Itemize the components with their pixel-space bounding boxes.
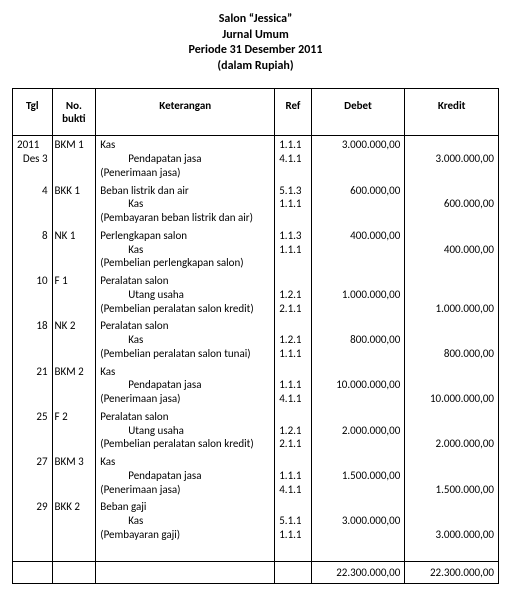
cell-debet: 1.500.000,00 xyxy=(311,453,405,498)
cell-tgl: 2011Des 3 xyxy=(13,136,53,182)
cell-debet: 400.000,00 xyxy=(311,227,405,272)
cell-debet: 800.000,00 xyxy=(311,317,405,362)
cell-bukti: F 2 xyxy=(52,408,96,453)
col-ref: Ref xyxy=(275,89,311,136)
cell-keterangan: Peralatan salonKas(Pembelian peralatan s… xyxy=(96,317,275,362)
cell-debet: 3.000.000,00 xyxy=(311,136,405,182)
totals-row: 22.300.000,00 22.300.000,00 xyxy=(13,561,499,583)
cell-ref: 1.1.14.1.1 xyxy=(275,453,311,498)
cell-debet: 2.000.000,00 xyxy=(311,408,405,453)
cell-debet: 3.000.000,00 xyxy=(311,498,405,543)
col-kredit: Kredit xyxy=(405,89,499,136)
col-bukti: No. bukti xyxy=(52,89,96,136)
cell-kredit: 800.000,00 xyxy=(405,317,499,362)
document-header: Salon “Jessica” Jurnal Umum Periode 31 D… xyxy=(12,12,499,74)
cell-tgl: 29 xyxy=(13,498,53,543)
cell-kredit: 10.000.000,00 xyxy=(405,363,499,408)
header-line-3: Periode 31 Desember 2011 xyxy=(12,43,499,59)
cell-tgl: 18 xyxy=(13,317,53,362)
col-keterangan: Keterangan xyxy=(96,89,275,136)
table-header-row: Tgl No. bukti Keterangan Ref Debet Kredi… xyxy=(13,89,499,136)
journal-body: 2011Des 3BKM 1KasPendapatan jasa(Penerim… xyxy=(13,136,499,561)
journal-entry: 29BKK 2Beban gajiKas(Pembayaran gaji) 5.… xyxy=(13,498,499,543)
cell-keterangan: Beban listrik dan airKas(Pembayaran beba… xyxy=(96,182,275,227)
cell-tgl: 21 xyxy=(13,363,53,408)
cell-ref: 1.2.12.1.1 xyxy=(275,272,311,317)
cell-bukti: BKM 2 xyxy=(52,363,96,408)
col-debet: Debet xyxy=(311,89,405,136)
total-debet: 22.300.000,00 xyxy=(311,561,405,583)
cell-kredit: 1.000.000,00 xyxy=(405,272,499,317)
cell-kredit: 3.000.000,00 xyxy=(405,136,499,182)
total-kredit: 22.300.000,00 xyxy=(405,561,499,583)
journal-entry: 10F 1Peralatan salonUtang usaha(Pembelia… xyxy=(13,272,499,317)
cell-keterangan: Beban gajiKas(Pembayaran gaji) xyxy=(96,498,275,543)
cell-ref: 1.1.31.1.1 xyxy=(275,227,311,272)
cell-tgl: 8 xyxy=(13,227,53,272)
cell-ref: 1.2.12.1.1 xyxy=(275,408,311,453)
cell-kredit: 1.500.000,00 xyxy=(405,453,499,498)
col-tgl: Tgl xyxy=(13,89,53,136)
cell-tgl: 4 xyxy=(13,182,53,227)
journal-entry: 2011Des 3BKM 1KasPendapatan jasa(Penerim… xyxy=(13,136,499,182)
cell-bukti: BKK 1 xyxy=(52,182,96,227)
cell-ref: 5.1.31.1.1 xyxy=(275,182,311,227)
cell-keterangan: KasPendapatan jasa(Penerimaan jasa) xyxy=(96,363,275,408)
cell-bukti: F 1 xyxy=(52,272,96,317)
cell-ref: 1.1.14.1.1 xyxy=(275,363,311,408)
journal-table: Tgl No. bukti Keterangan Ref Debet Kredi… xyxy=(12,88,499,583)
cell-ref: 1.1.14.1.1 xyxy=(275,136,311,182)
cell-keterangan: Peralatan salonUtang usaha(Pembelian per… xyxy=(96,272,275,317)
cell-bukti: NK 2 xyxy=(52,317,96,362)
cell-bukti: NK 1 xyxy=(52,227,96,272)
cell-ref: 5.1.11.1.1 xyxy=(275,498,311,543)
cell-ref: 1.2.11.1.1 xyxy=(275,317,311,362)
header-line-4: (dalam Rupiah) xyxy=(12,59,499,75)
cell-debet: 600.000,00 xyxy=(311,182,405,227)
cell-debet: 10.000.000,00 xyxy=(311,363,405,408)
cell-keterangan: KasPendapatan jasa(Penerimaan jasa) xyxy=(96,136,275,182)
cell-kredit: 3.000.000,00 xyxy=(405,498,499,543)
header-line-2: Jurnal Umum xyxy=(12,28,499,44)
journal-entry: 8NK 1Perlengkapan salonKas(Pembelian per… xyxy=(13,227,499,272)
cell-bukti: BKK 2 xyxy=(52,498,96,543)
cell-kredit: 600.000,00 xyxy=(405,182,499,227)
spacer-row xyxy=(13,544,499,562)
cell-keterangan: Perlengkapan salonKas(Pembelian perlengk… xyxy=(96,227,275,272)
cell-kredit: 2.000.000,00 xyxy=(405,408,499,453)
cell-tgl: 10 xyxy=(13,272,53,317)
journal-entry: 27BKM 3KasPendapatan jasa(Penerimaan jas… xyxy=(13,453,499,498)
cell-tgl: 27 xyxy=(13,453,53,498)
journal-entry: 4BKK 1Beban listrik dan airKas(Pembayara… xyxy=(13,182,499,227)
cell-keterangan: KasPendapatan jasa(Penerimaan jasa) xyxy=(96,453,275,498)
journal-entry: 21BKM 2KasPendapatan jasa(Penerimaan jas… xyxy=(13,363,499,408)
journal-entry: 18NK 2Peralatan salonKas(Pembelian peral… xyxy=(13,317,499,362)
journal-entry: 25F 2Peralatan salonUtang usaha(Pembelia… xyxy=(13,408,499,453)
cell-keterangan: Peralatan salonUtang usaha(Pembelian per… xyxy=(96,408,275,453)
header-line-1: Salon “Jessica” xyxy=(12,12,499,28)
cell-bukti: BKM 1 xyxy=(52,136,96,182)
cell-debet: 1.000.000,00 xyxy=(311,272,405,317)
cell-bukti: BKM 3 xyxy=(52,453,96,498)
cell-kredit: 400.000,00 xyxy=(405,227,499,272)
cell-tgl: 25 xyxy=(13,408,53,453)
